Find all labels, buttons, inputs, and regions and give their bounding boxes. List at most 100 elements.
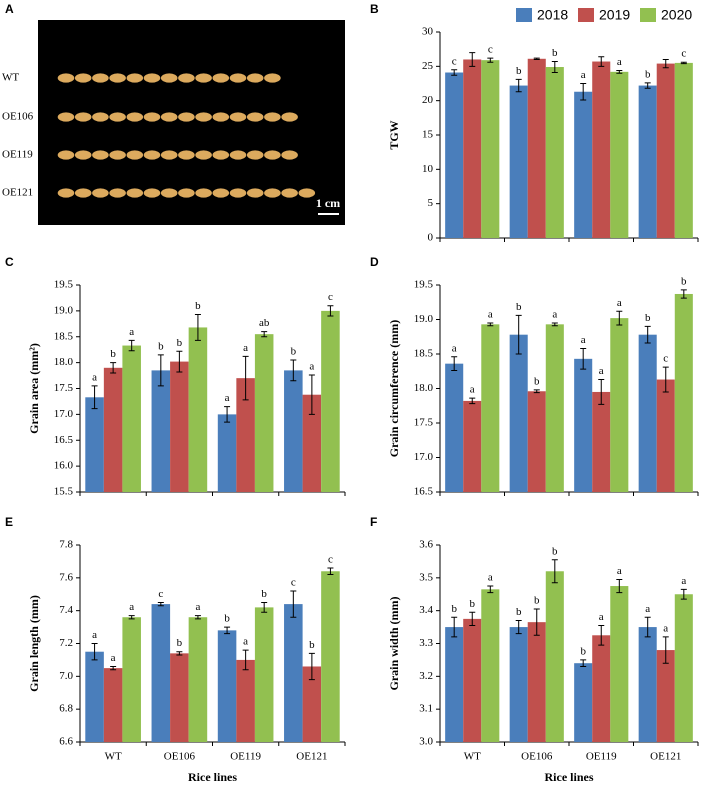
bar [445,363,464,492]
error-bar [290,590,297,618]
significance-letter: a [488,308,493,320]
error-bar [110,665,117,671]
bar [574,663,593,742]
error-bar [515,78,522,93]
legend-label: 2020 [661,7,692,23]
significance-letter: a [452,342,457,354]
bar [574,91,593,239]
bar [122,345,141,492]
error-bar [487,322,494,327]
bar [445,627,464,742]
grain [178,112,195,122]
significance-letter: c [328,291,333,303]
y-tick-label: 3.0 [419,736,433,748]
significance-letter: a [599,611,604,623]
error-bar [194,313,201,341]
grain [264,112,281,122]
grain [264,150,281,160]
error-bar [157,354,164,387]
bar [638,334,657,492]
x-tick-label: WT [464,751,481,763]
error-bar [533,608,540,636]
bar [481,589,500,742]
legend-label: 2018 [537,7,568,23]
error-bar [451,616,458,638]
x-tick-label: OE121 [296,751,327,763]
significance-letter: a [617,565,622,577]
significance-letter: a [129,601,134,613]
error-bar [487,57,494,63]
significance-letter: a [663,622,668,634]
bar [481,324,500,492]
x-tick-label: OE119 [230,751,261,763]
y-tick-label: 7.4 [59,604,73,616]
error-bar [224,626,231,635]
error-bar [680,61,687,65]
bar [509,85,528,238]
grain [281,188,298,198]
bar [574,358,593,492]
panel-letter: F [370,515,377,529]
error-bar [598,379,605,405]
error-bar [616,578,623,594]
error-bar [128,339,135,352]
y-tick-label: 7.0 [59,670,73,682]
error-bar [91,385,98,410]
error-bar [469,397,476,405]
grain [195,188,212,198]
significance-letter: b [534,375,540,387]
significance-letter: a [617,56,622,68]
y-tick-label: 3.4 [419,604,433,616]
significance-letter: a [111,652,116,664]
grain [92,150,109,160]
significance-letter: c [291,576,296,588]
error-bar [176,651,183,656]
y-tick-label: 16.5 [54,434,74,446]
grain [92,112,109,122]
grain [195,73,212,83]
error-bar [128,615,135,620]
error-bar [91,643,98,661]
bar [254,334,274,492]
y-axis-label: Grain length (mm) [27,595,41,692]
y-tick-label: 3.6 [419,539,433,551]
x-axis-label: Rice lines [545,770,594,784]
y-tick-label: 6.6 [59,736,73,748]
legend-swatch [578,8,594,22]
bar [463,400,482,492]
y-tick-label: 30 [422,26,434,38]
error-bar [616,310,623,326]
bar [103,668,123,742]
grain [281,112,298,122]
significance-letter: b [516,65,522,77]
panel-letter: E [5,515,13,529]
significance-letter: a [617,297,622,309]
grain [246,150,264,160]
x-tick-label: OE119 [586,751,617,763]
error-bar [551,61,558,74]
grain [195,112,212,122]
error-bar [308,652,315,681]
error-bar [261,601,268,613]
error-bar [515,314,522,355]
grain [109,188,126,198]
bar [592,391,611,492]
x-tick-label: OE106 [521,751,553,763]
error-bar [308,374,315,415]
error-bar [290,359,297,382]
y-tick-label: 5 [428,197,434,209]
panel-letter: D [370,255,379,269]
significance-letter: c [158,588,163,600]
row-label: OE119 [2,149,33,161]
significance-letter: a [92,371,97,383]
significance-letter: b [451,603,457,615]
grain [281,150,298,160]
bar [656,379,675,492]
error-bar [242,649,249,671]
grain [246,73,264,83]
significance-letter: b [261,588,267,600]
error-bar [551,322,558,327]
bar [545,324,564,492]
bar [85,651,104,742]
